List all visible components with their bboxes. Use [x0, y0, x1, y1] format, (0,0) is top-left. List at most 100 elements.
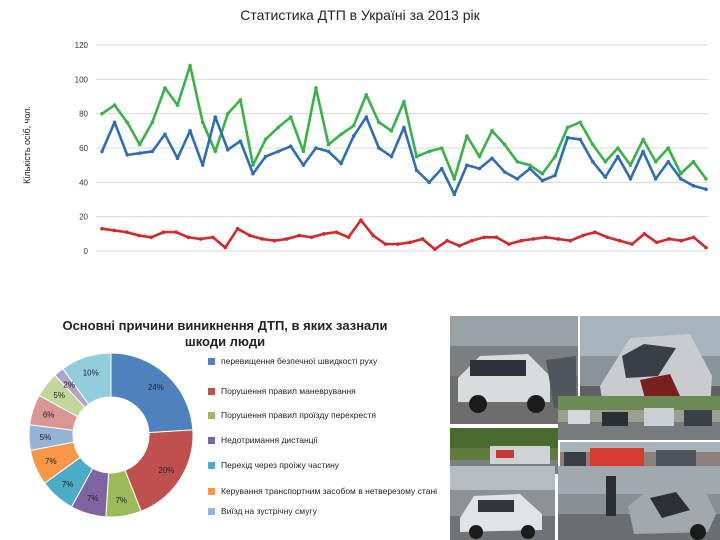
donut-chart-title: Основні причини виникнення ДТП, в яких з… — [62, 318, 388, 349]
slice-label: 7% — [45, 457, 57, 466]
donut-slice — [110, 352, 194, 434]
data-point — [439, 166, 444, 171]
data-point — [377, 146, 381, 150]
data-point — [427, 180, 431, 185]
y-tick-label: 60 — [79, 144, 88, 153]
slice-label: 7% — [115, 496, 127, 505]
legend-label: перевищення безпечної швидкості руху — [221, 356, 378, 366]
gridlines — [96, 44, 708, 252]
data-point — [213, 115, 218, 119]
data-point — [445, 238, 449, 243]
data-point — [477, 154, 482, 159]
y-tick-label: 20 — [79, 213, 88, 222]
data-point — [263, 154, 268, 159]
donut-slices — [28, 352, 194, 518]
damaged-sedan-picture — [450, 466, 555, 540]
data-point — [617, 238, 622, 243]
legend-label: Порушення правил маневрування — [221, 386, 356, 396]
data-point — [301, 163, 306, 167]
data-point — [326, 149, 331, 154]
data-point — [482, 235, 486, 240]
y-tick-labels: 0 20 40 60 80 100 120 — [75, 41, 89, 256]
data-point — [137, 233, 141, 238]
slice-label: 20% — [158, 466, 174, 475]
data-point — [704, 177, 708, 181]
data-point — [137, 142, 142, 147]
legend-item: Недотримання дистанції — [208, 435, 448, 445]
data-point — [150, 120, 155, 125]
data-point — [553, 154, 557, 159]
data-point — [469, 238, 474, 243]
data-point — [641, 137, 645, 142]
data-point — [112, 228, 117, 233]
data-point — [653, 159, 658, 164]
data-point — [433, 247, 437, 252]
data-point — [346, 235, 351, 240]
data-point — [238, 98, 243, 102]
data-point — [125, 120, 129, 125]
slice-label: 5% — [53, 391, 65, 400]
data-point — [339, 132, 343, 137]
data-point — [175, 156, 180, 161]
data-point — [452, 192, 457, 197]
data-point — [704, 245, 708, 250]
data-point — [605, 235, 610, 240]
data-point — [260, 237, 265, 241]
data-point — [112, 120, 117, 125]
legend-swatch — [208, 488, 215, 495]
data-point — [667, 237, 671, 241]
data-point — [628, 163, 633, 167]
data-point — [174, 230, 178, 234]
data-point — [490, 156, 494, 161]
data-point — [351, 123, 356, 128]
data-point — [188, 63, 192, 68]
data-point — [371, 233, 375, 238]
data-point — [226, 111, 230, 116]
y-tick-label: 100 — [75, 75, 89, 84]
data-point — [226, 147, 230, 152]
data-point — [238, 139, 243, 143]
data-point — [414, 154, 419, 159]
y-axis-label: Кількість осіб, чол. — [22, 106, 32, 184]
donut-slice — [62, 352, 112, 405]
legend-swatch — [208, 358, 215, 365]
data-point — [276, 125, 280, 130]
data-point — [213, 149, 218, 154]
legend-swatch — [208, 437, 215, 444]
data-point — [414, 168, 419, 173]
data-point — [654, 240, 659, 245]
legend-label: Недотримання дистанції — [221, 435, 318, 445]
legend-swatch — [208, 508, 215, 515]
data-point — [389, 154, 394, 159]
data-point — [402, 99, 406, 104]
photo-crash-scene-top — [558, 396, 720, 440]
y-tick-label: 0 — [84, 247, 89, 256]
data-point — [272, 238, 277, 243]
y-tick-label: 80 — [79, 110, 88, 119]
data-point — [211, 235, 215, 240]
legend-label: Порушення правил проїзду перехрестя — [221, 410, 377, 420]
data-point — [188, 129, 192, 133]
data-point — [420, 237, 425, 241]
slice-labels: 24% 20% 7% 7% 7% 7% 5% 6% 5% 2% 10% — [40, 369, 175, 505]
data-point — [322, 232, 326, 236]
data-point — [568, 238, 573, 243]
data-point — [616, 146, 620, 150]
data-point — [465, 134, 469, 138]
data-point — [125, 153, 129, 157]
data-point — [515, 177, 520, 181]
emergency-scene-picture — [560, 442, 720, 468]
legend-item: Виїзд на зустрічну смугу — [208, 506, 448, 516]
data-point — [364, 115, 369, 119]
data-point — [691, 159, 696, 164]
data-point — [427, 149, 431, 154]
data-point — [124, 230, 129, 234]
data-point — [540, 178, 545, 183]
data-point — [137, 151, 142, 155]
data-point — [457, 244, 462, 248]
slice-label: 6% — [43, 411, 55, 420]
data-point — [679, 238, 684, 243]
data-point — [490, 129, 494, 133]
data-point — [351, 134, 356, 138]
slice-label: 10% — [83, 369, 99, 378]
